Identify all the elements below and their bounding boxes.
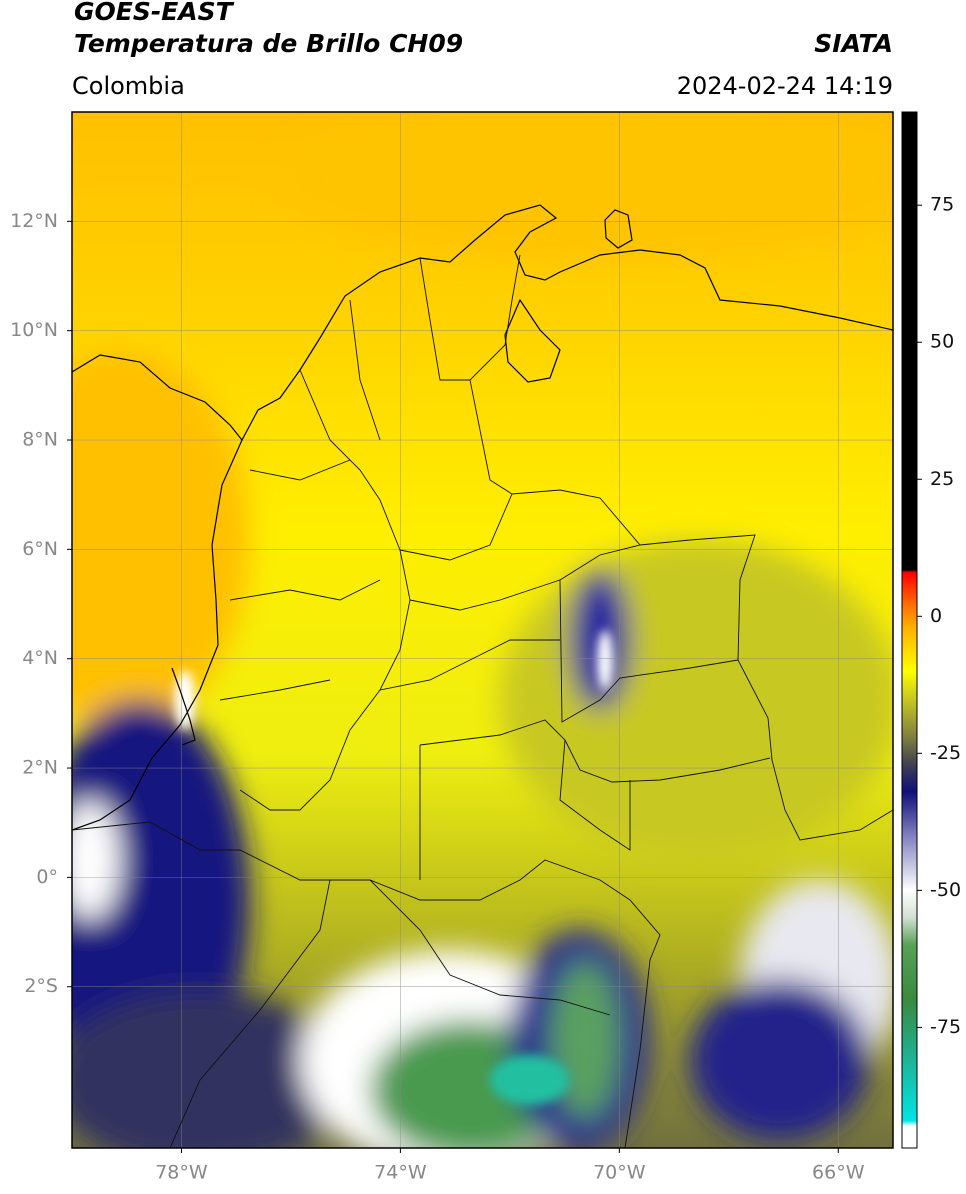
y-tick-label: 10°N <box>10 319 58 341</box>
y-tick-label: 4°N <box>22 647 58 669</box>
y-tick-label: 0° <box>36 866 58 888</box>
region: Colombia <box>72 72 185 100</box>
y-tick-label: 6°N <box>22 538 58 560</box>
colorbar-tick-label: -75 <box>930 1016 961 1038</box>
colorbar <box>902 112 917 1148</box>
colorbar-tick-label: 50 <box>930 331 954 353</box>
y-tick-label: 12°N <box>10 210 58 232</box>
y-tick-label: 8°N <box>22 429 58 451</box>
title: GOES-EAST <box>74 0 235 26</box>
satellite-image <box>72 112 893 1148</box>
timestamp: 2024-02-24 14:19 <box>677 72 893 100</box>
colorbar-tick-label: -25 <box>930 742 961 764</box>
x-tick-label: 70°W <box>593 1162 646 1184</box>
y-tick-label: 2°S <box>24 975 58 997</box>
coastlines <box>72 204 893 831</box>
source: SIATA <box>814 29 893 58</box>
colorbar-tick-label: 75 <box>930 194 954 216</box>
map-frame <box>71 111 894 1149</box>
colorbar-tick-label: 25 <box>930 468 954 490</box>
colorbar-tick-label: -50 <box>930 879 961 901</box>
x-tick-label: 66°W <box>812 1162 865 1184</box>
subtitle: Temperatura de Brillo CH09 <box>74 29 463 58</box>
colorbar-tick-label: 0 <box>930 605 942 627</box>
borders <box>72 254 893 1148</box>
colorbar-frame <box>901 111 918 1149</box>
x-tick-label: 78°W <box>155 1162 208 1184</box>
y-tick-label: 2°N <box>22 757 58 779</box>
x-tick-label: 74°W <box>374 1162 427 1184</box>
